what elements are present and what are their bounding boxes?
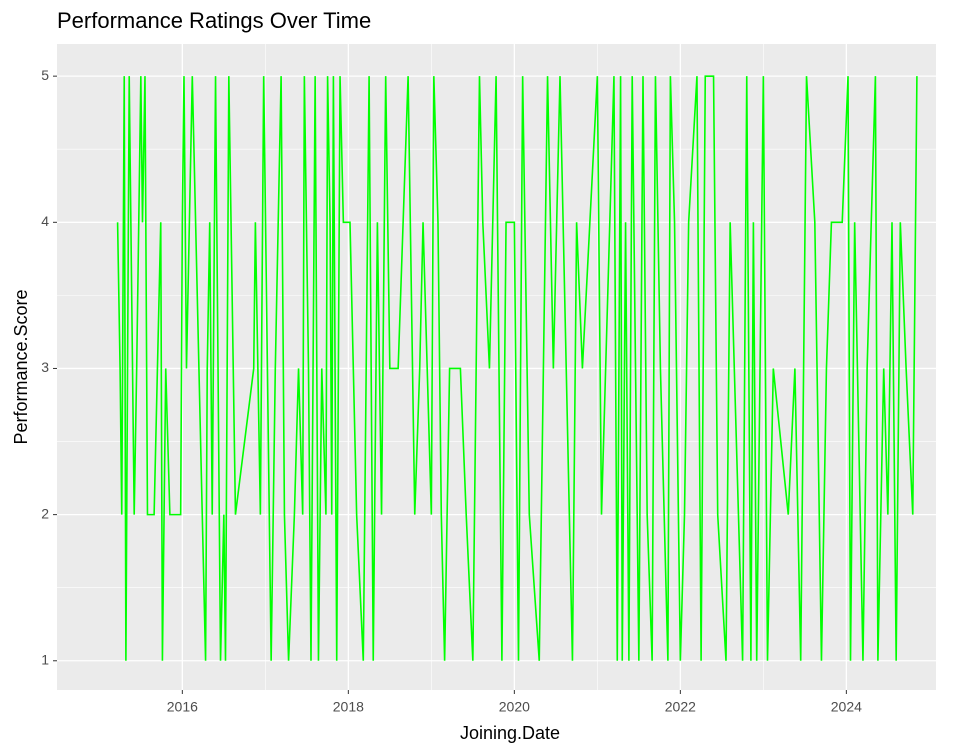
- y-tick-label: 3: [41, 359, 49, 375]
- y-tick-label: 4: [41, 213, 49, 229]
- x-tick-label: 2016: [167, 699, 198, 715]
- y-tick-label: 2: [41, 505, 49, 521]
- y-tick-label: 1: [41, 651, 49, 667]
- x-tick-label: 2024: [831, 699, 862, 715]
- data-line: [116, 75, 918, 661]
- x-tick-label: 2020: [499, 699, 530, 715]
- x-tick-label: 2022: [665, 699, 696, 715]
- y-axis-label: Performance.Score: [11, 289, 31, 444]
- x-axis-label: Joining.Date: [460, 723, 560, 743]
- y-tick-label: 5: [41, 67, 49, 83]
- chart-title: Performance Ratings Over Time: [57, 8, 371, 33]
- x-tick-label: 2018: [333, 699, 364, 715]
